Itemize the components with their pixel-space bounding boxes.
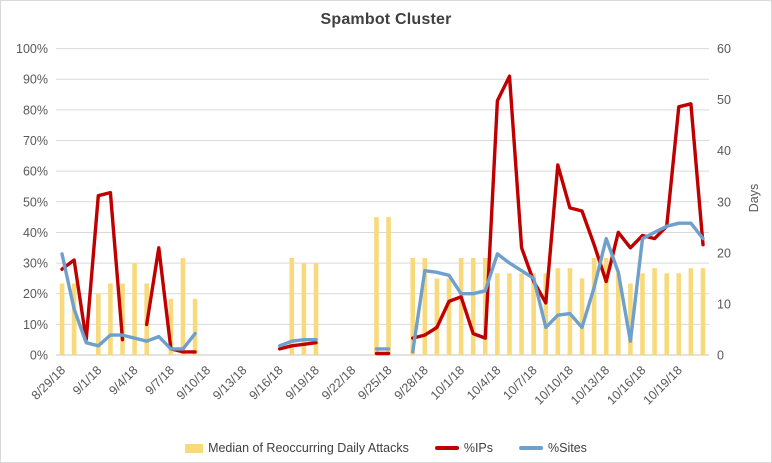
legend-label-ips: %IPs xyxy=(463,441,494,455)
svg-text:10/19/18: 10/19/18 xyxy=(641,363,685,407)
chart-title: Spambot Cluster xyxy=(320,11,452,28)
svg-text:40%: 40% xyxy=(23,226,48,240)
svg-text:9/16/18: 9/16/18 xyxy=(246,363,285,402)
svg-text:0: 0 xyxy=(717,349,724,363)
svg-text:10/10/18: 10/10/18 xyxy=(532,363,576,407)
svg-text:20: 20 xyxy=(717,246,731,260)
svg-text:40: 40 xyxy=(717,144,731,158)
svg-text:90%: 90% xyxy=(23,73,48,87)
svg-text:10/16/18: 10/16/18 xyxy=(604,363,648,407)
ips-line-swatch-icon xyxy=(434,446,459,450)
svg-text:10/4/18: 10/4/18 xyxy=(464,363,503,402)
svg-text:60%: 60% xyxy=(23,165,48,179)
series-sites-line[interactable] xyxy=(60,221,705,354)
legend-item-ips[interactable]: %IPs xyxy=(434,441,494,455)
bar-swatch-icon xyxy=(185,443,204,453)
sites-line-swatch-icon xyxy=(519,446,544,450)
x-axis-labels: 8/29/18 9/1/18 9/4/18 9/7/189/10/189/13/189… xyxy=(29,363,685,407)
legend-item-sites[interactable]: %Sites xyxy=(519,441,587,455)
svg-text:10/1/18: 10/1/18 xyxy=(428,363,467,402)
legend-label-sites: %Sites xyxy=(548,441,587,455)
y-axis-left-labels: 0% 10% 20% 30% 40% 50% 60% 70% 80% 90% 100% xyxy=(16,42,48,362)
legend-label-median: Median of Reoccurring Daily Attacks xyxy=(208,441,409,455)
right-axis-title: Days xyxy=(747,183,761,213)
svg-text:30%: 30% xyxy=(23,257,48,271)
svg-text:9/1/18: 9/1/18 xyxy=(70,363,105,398)
svg-text:9/25/18: 9/25/18 xyxy=(355,363,394,402)
svg-text:80%: 80% xyxy=(23,103,48,117)
svg-text:70%: 70% xyxy=(23,134,48,148)
svg-text:9/19/18: 9/19/18 xyxy=(283,363,322,402)
svg-text:10: 10 xyxy=(717,297,731,311)
svg-text:9/22/18: 9/22/18 xyxy=(319,363,358,402)
svg-text:10/13/18: 10/13/18 xyxy=(568,363,612,407)
y-axis-right-labels: 0 10 20 30 40 50 60 xyxy=(717,42,731,362)
svg-text:60: 60 xyxy=(717,42,731,56)
svg-text:9/13/18: 9/13/18 xyxy=(210,363,249,402)
svg-text:9/10/18: 9/10/18 xyxy=(174,363,213,402)
svg-text:9/4/18: 9/4/18 xyxy=(106,363,141,398)
gridlines xyxy=(56,48,709,356)
svg-text:10%: 10% xyxy=(23,318,48,332)
svg-text:8/29/18: 8/29/18 xyxy=(29,363,68,402)
svg-text:9/28/18: 9/28/18 xyxy=(392,363,431,402)
svg-text:100%: 100% xyxy=(16,42,48,56)
svg-text:50%: 50% xyxy=(23,195,48,209)
svg-text:20%: 20% xyxy=(23,287,48,301)
svg-text:30: 30 xyxy=(717,195,731,209)
svg-text:0%: 0% xyxy=(30,349,48,363)
series-median-bars[interactable] xyxy=(59,217,706,355)
legend: Median of Reoccurring Daily Attacks %IPs… xyxy=(185,441,587,455)
svg-text:9/7/18: 9/7/18 xyxy=(143,363,178,398)
legend-item-median[interactable]: Median of Reoccurring Daily Attacks xyxy=(185,441,409,455)
svg-text:50: 50 xyxy=(717,93,731,107)
